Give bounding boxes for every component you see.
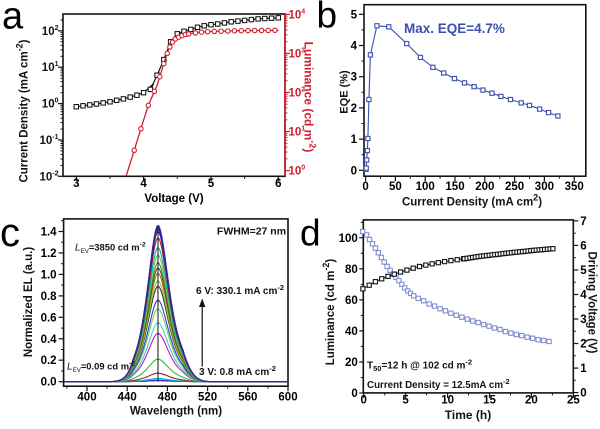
- svg-text:20: 20: [525, 394, 538, 406]
- svg-text:101: 101: [289, 126, 306, 139]
- svg-text:Max. EQE=4.7%: Max. EQE=4.7%: [404, 21, 505, 36]
- svg-text:560: 560: [238, 392, 257, 404]
- svg-text:104: 104: [289, 8, 306, 21]
- svg-text:300: 300: [535, 181, 554, 193]
- svg-text:80: 80: [345, 264, 358, 276]
- svg-text:1: 1: [351, 134, 358, 146]
- svg-text:6: 6: [275, 178, 281, 190]
- svg-text:Luminance (cd m-2): Luminance (cd m-2): [321, 259, 337, 366]
- svg-text:60: 60: [345, 295, 358, 307]
- svg-text:Luminance (cd m-2): Luminance (cd m-2): [302, 42, 318, 153]
- svg-text:150: 150: [445, 181, 464, 193]
- svg-text:Time (h): Time (h): [445, 408, 491, 422]
- svg-text:103: 103: [289, 47, 306, 60]
- svg-text:3 V: 0.8 mA cm-2: 3 V: 0.8 mA cm-2: [199, 364, 276, 378]
- svg-text:b: b: [317, 0, 338, 36]
- svg-text:3: 3: [580, 314, 586, 326]
- svg-text:Current Density (mA cm2): Current Density (mA cm2): [402, 193, 542, 209]
- svg-text:520: 520: [198, 392, 217, 404]
- svg-text:102: 102: [289, 87, 306, 100]
- svg-text:Wavelength (nm): Wavelength (nm): [130, 406, 222, 418]
- svg-text:LEV=0.09 cd m-2: LEV=0.09 cd m-2: [67, 361, 135, 375]
- svg-text:1.0: 1.0: [41, 269, 57, 281]
- svg-text:0.6: 0.6: [41, 312, 57, 324]
- svg-text:6 V: 330.1 mA cm-2: 6 V: 330.1 mA cm-2: [196, 283, 284, 297]
- svg-text:1.4: 1.4: [41, 227, 58, 239]
- svg-text:350: 350: [565, 181, 584, 193]
- svg-text:2: 2: [351, 103, 357, 115]
- svg-text:100: 100: [289, 165, 306, 178]
- svg-text:Voltage (V): Voltage (V): [144, 193, 203, 205]
- svg-text:Current Density = 12.5mA cm-2: Current Density = 12.5mA cm-2: [367, 377, 510, 391]
- svg-text:5: 5: [208, 178, 215, 190]
- svg-text:T50=12 h @ 102 cd m-2: T50=12 h @ 102 cd m-2: [367, 358, 472, 374]
- svg-text:3: 3: [351, 72, 357, 84]
- svg-text:100: 100: [339, 233, 358, 245]
- svg-text:a: a: [2, 0, 24, 38]
- svg-text:3: 3: [73, 178, 79, 190]
- svg-text:0.8: 0.8: [41, 291, 58, 303]
- svg-text:10: 10: [441, 394, 454, 406]
- svg-text:0.4: 0.4: [41, 334, 58, 346]
- svg-text:6: 6: [580, 240, 586, 252]
- svg-text:5: 5: [402, 394, 409, 406]
- svg-text:100: 100: [42, 98, 59, 111]
- svg-text:4: 4: [580, 290, 587, 302]
- svg-text:c: c: [0, 211, 20, 255]
- svg-text:Normalized EL (a.u.): Normalized EL (a.u.): [23, 247, 35, 358]
- svg-text:1: 1: [580, 363, 587, 375]
- svg-text:20: 20: [345, 357, 358, 369]
- svg-text:100: 100: [416, 181, 435, 193]
- svg-text:25: 25: [567, 394, 580, 406]
- svg-text:2: 2: [580, 339, 586, 351]
- svg-text:4: 4: [140, 178, 147, 190]
- svg-text:250: 250: [505, 181, 524, 193]
- svg-text:d: d: [300, 213, 321, 254]
- svg-text:4: 4: [351, 41, 358, 53]
- svg-text:40: 40: [345, 326, 358, 338]
- svg-text:101: 101: [42, 61, 59, 74]
- svg-text:0.2: 0.2: [41, 355, 57, 367]
- svg-text:5: 5: [580, 265, 587, 277]
- svg-text:600: 600: [278, 392, 297, 404]
- svg-text:0: 0: [580, 388, 586, 400]
- svg-text:0: 0: [351, 165, 357, 177]
- svg-text:440: 440: [118, 392, 137, 404]
- svg-text:102: 102: [42, 25, 59, 38]
- svg-text:0: 0: [351, 388, 357, 400]
- svg-text:0: 0: [362, 181, 368, 193]
- svg-text:FWHM=27 nm: FWHM=27 nm: [217, 226, 286, 238]
- svg-text:Current Density (mA cm-2): Current Density (mA cm-2): [15, 39, 31, 182]
- svg-text:15: 15: [483, 394, 496, 406]
- svg-text:7: 7: [580, 216, 586, 228]
- svg-text:50: 50: [389, 181, 402, 193]
- svg-text:Driving Voltage (V): Driving Voltage (V): [586, 251, 598, 353]
- svg-text:0.0: 0.0: [41, 377, 57, 389]
- svg-text:EQE (%): EQE (%): [339, 70, 351, 114]
- svg-text:LEV=3850 cd m-2: LEV=3850 cd m-2: [75, 242, 146, 256]
- svg-text:200: 200: [475, 181, 494, 193]
- svg-text:0: 0: [360, 394, 366, 406]
- svg-text:1.2: 1.2: [41, 248, 57, 260]
- svg-text:480: 480: [158, 392, 177, 404]
- svg-text:5: 5: [351, 9, 358, 21]
- svg-text:400: 400: [77, 392, 96, 404]
